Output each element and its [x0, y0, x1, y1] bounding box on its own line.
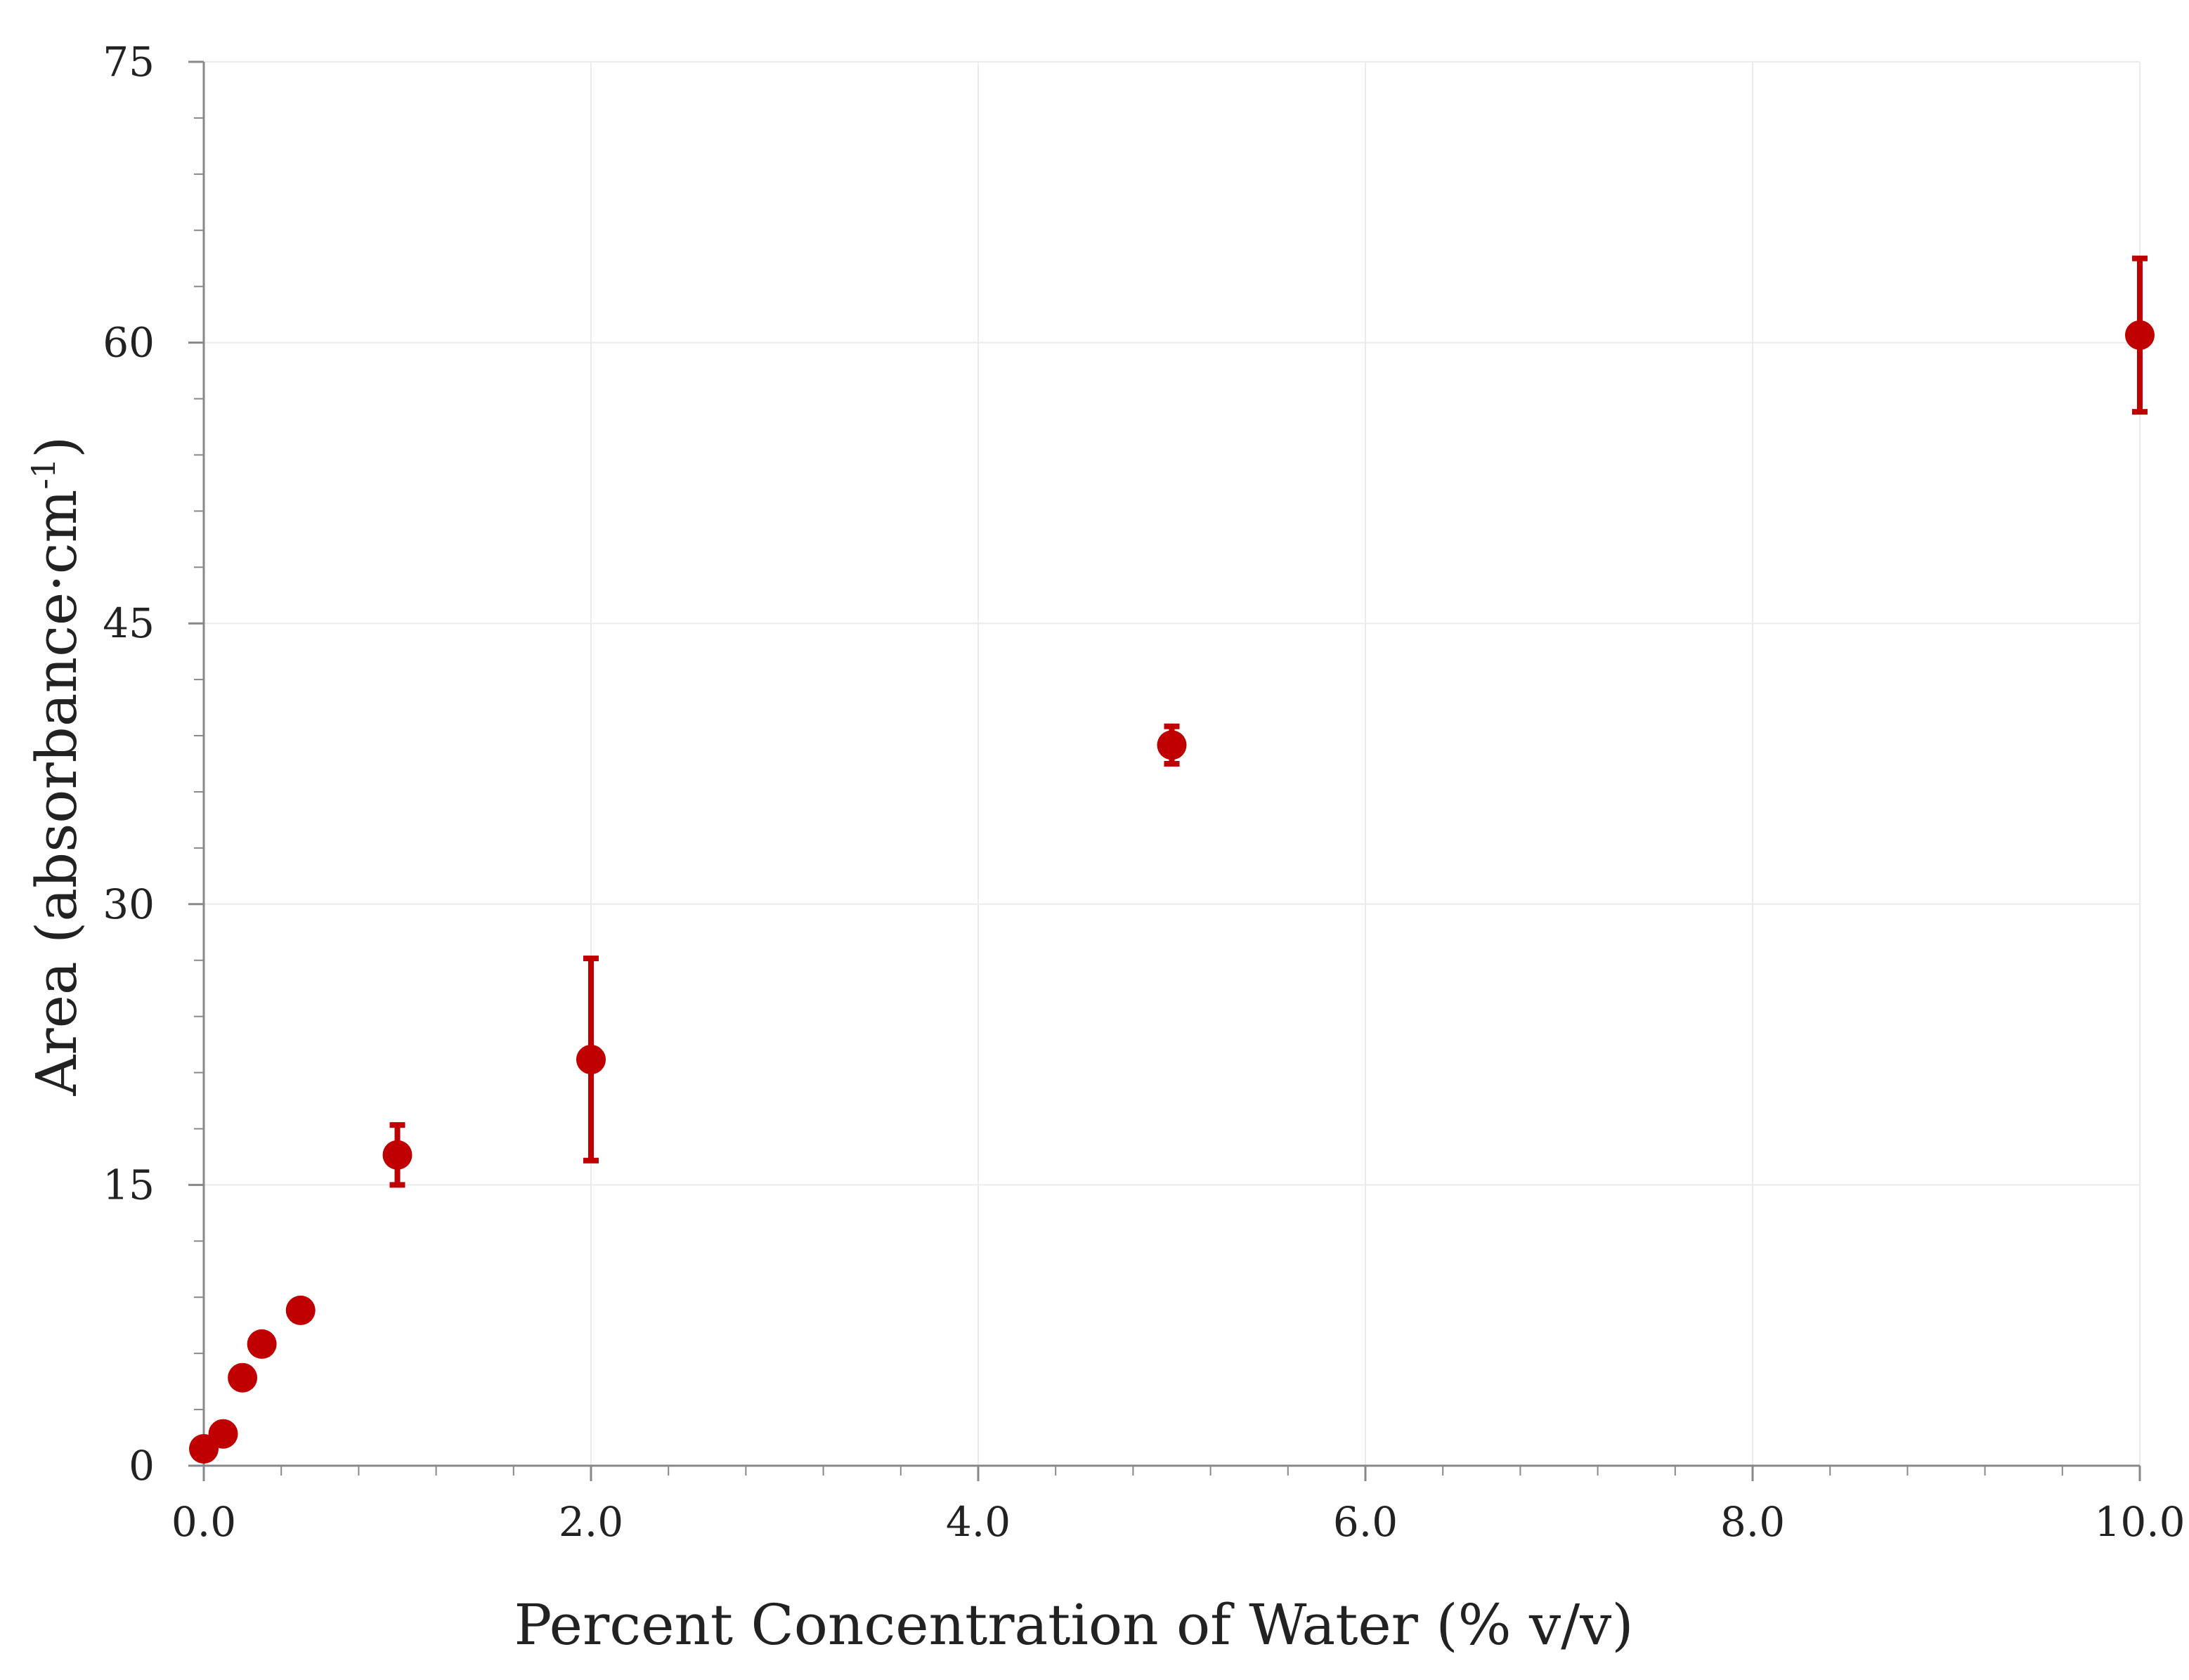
y-axis-title-close: ) — [24, 436, 89, 458]
y-axis-title-main: Area (absorbance·cm — [24, 490, 89, 1097]
x-tick-label: 4.0 — [946, 1498, 1011, 1546]
y-tick-label: 75 — [103, 38, 155, 86]
data-point — [2125, 320, 2155, 350]
data-point — [1157, 730, 1187, 760]
axes — [188, 60, 2141, 1481]
y-tick-label: 30 — [103, 880, 155, 928]
data-point — [382, 1140, 413, 1170]
data-point — [208, 1419, 238, 1449]
x-tick-label: 10.0 — [2094, 1498, 2185, 1546]
y-axis-title: Area (absorbance·cm-1) — [24, 436, 89, 1097]
tick-labels: 0.0 2.0 4.0 6.0 8.0 10.0 0 15 30 45 60 75 — [103, 38, 2185, 1546]
x-tick-label: 6.0 — [1333, 1498, 1398, 1546]
x-tick-label: 2.0 — [559, 1498, 623, 1546]
x-tick-label: 0.0 — [171, 1498, 236, 1546]
x-tick-label: 8.0 — [1720, 1498, 1785, 1546]
y-tick-label: 0 — [129, 1442, 155, 1490]
data-point — [228, 1362, 258, 1393]
data-point — [576, 1044, 606, 1074]
data-point — [285, 1295, 316, 1325]
y-tick-label: 60 — [103, 319, 155, 367]
x-axis-title: Percent Concentration of Water (% v/v) — [514, 1592, 1633, 1658]
y-axis-title-superscript: -1 — [25, 458, 63, 490]
data-marks — [189, 255, 2155, 1464]
data-point — [247, 1329, 277, 1359]
y-tick-label: 45 — [103, 599, 155, 647]
y-tick-label: 15 — [103, 1161, 155, 1209]
